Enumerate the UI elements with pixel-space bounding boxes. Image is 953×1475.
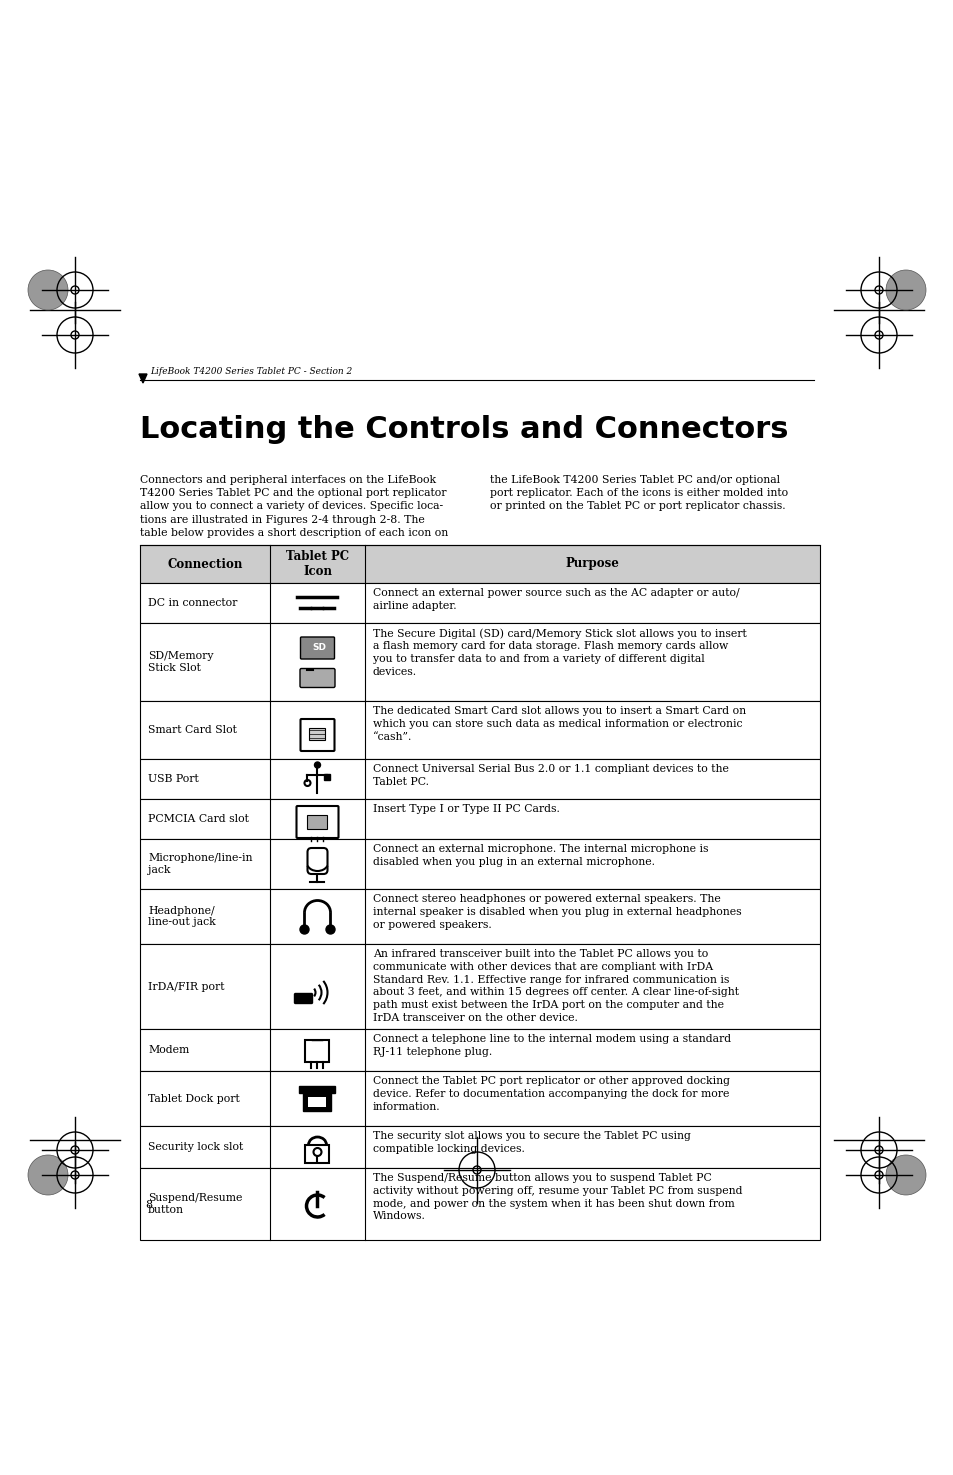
Text: The dedicated Smart Card slot allows you to insert a Smart Card on
which you can: The dedicated Smart Card slot allows you… — [373, 707, 745, 742]
Text: IrDA/FIR port: IrDA/FIR port — [148, 981, 224, 991]
Text: Connect a telephone line to the internal modem using a standard
RJ-11 telephone : Connect a telephone line to the internal… — [373, 1034, 730, 1056]
Bar — [303, 1093, 331, 1111]
Text: SD/Memory
Stick Slot: SD/Memory Stick Slot — [148, 650, 213, 673]
Text: PCMCIA Card slot: PCMCIA Card slot — [148, 814, 249, 825]
Bar — [140, 889, 820, 944]
Bar — [324, 774, 330, 780]
Circle shape — [28, 1155, 68, 1195]
Bar — [140, 839, 820, 889]
Bar — [140, 944, 820, 1030]
FancyBboxPatch shape — [294, 994, 313, 1003]
Text: Connectors and peripheral interfaces on the LifeBook
T4200 Series Tablet PC and : Connectors and peripheral interfaces on … — [140, 475, 448, 538]
Text: Connect stereo headphones or powered external speakers. The
internal speaker is : Connect stereo headphones or powered ext… — [373, 894, 740, 929]
Bar — [308, 1096, 326, 1106]
Bar — [140, 1125, 820, 1168]
Text: An infrared transceiver built into the Tablet PC allows you to
communicate with : An infrared transceiver built into the T… — [373, 948, 739, 1024]
Text: Connect the Tablet PC port replicator or other approved docking
device. Refer to: Connect the Tablet PC port replicator or… — [373, 1075, 729, 1112]
Circle shape — [326, 925, 335, 934]
Text: DC in connector: DC in connector — [148, 597, 237, 608]
Bar — [140, 799, 820, 839]
Text: Tablet PC
Icon: Tablet PC Icon — [286, 550, 349, 578]
Bar — [307, 816, 327, 829]
Circle shape — [28, 270, 68, 310]
Text: Connection: Connection — [167, 558, 242, 571]
Bar — [140, 622, 820, 701]
Circle shape — [299, 925, 309, 934]
Text: Tablet Dock port: Tablet Dock port — [148, 1093, 239, 1103]
Text: Connect an external microphone. The internal microphone is
disabled when you plu: Connect an external microphone. The inte… — [373, 844, 708, 867]
Text: Purpose: Purpose — [565, 558, 618, 571]
Text: Connect Universal Serial Bus 2.0 or 1.1 compliant devices to the
Tablet PC.: Connect Universal Serial Bus 2.0 or 1.1 … — [373, 764, 728, 786]
Polygon shape — [139, 375, 147, 384]
FancyBboxPatch shape — [307, 848, 327, 875]
Bar — [140, 544, 820, 583]
Text: The security slot allows you to secure the Tablet PC using
compatible locking de: The security slot allows you to secure t… — [373, 1131, 690, 1153]
Bar — [140, 1071, 820, 1125]
Bar — [299, 1086, 335, 1093]
Bar — [140, 760, 820, 799]
FancyBboxPatch shape — [300, 637, 335, 659]
Bar — [140, 1030, 820, 1071]
Text: USB Port: USB Port — [148, 774, 198, 785]
Text: the LifeBook T4200 Series Tablet PC and/or optional
port replicator. Each of the: the LifeBook T4200 Series Tablet PC and/… — [490, 475, 787, 512]
Text: Insert Type I or Type II PC Cards.: Insert Type I or Type II PC Cards. — [373, 804, 559, 814]
Text: Connect an external power source such as the AC adapter or auto/
airline adapter: Connect an external power source such as… — [373, 589, 739, 611]
Text: 8: 8 — [145, 1201, 152, 1209]
Bar — [140, 701, 820, 760]
Text: Suspend/Resume
button: Suspend/Resume button — [148, 1193, 242, 1215]
FancyBboxPatch shape — [305, 1040, 329, 1062]
FancyBboxPatch shape — [296, 805, 338, 838]
Text: The Suspend/Resume button allows you to suspend Tablet PC
activity without power: The Suspend/Resume button allows you to … — [373, 1173, 741, 1221]
FancyBboxPatch shape — [299, 668, 335, 687]
Text: Security lock slot: Security lock slot — [148, 1142, 243, 1152]
Text: SD: SD — [313, 643, 326, 652]
Bar — [140, 1168, 820, 1240]
Text: Modem: Modem — [148, 1044, 189, 1055]
Text: LifeBook T4200 Series Tablet PC - Section 2: LifeBook T4200 Series Tablet PC - Sectio… — [150, 367, 352, 376]
Bar — [140, 583, 820, 622]
Bar — [305, 1145, 329, 1162]
Circle shape — [885, 1155, 925, 1195]
FancyBboxPatch shape — [300, 718, 335, 751]
Text: Locating the Controls and Connectors: Locating the Controls and Connectors — [140, 414, 788, 444]
Text: Smart Card Slot: Smart Card Slot — [148, 726, 236, 735]
Circle shape — [885, 270, 925, 310]
Text: Microphone/line-in
jack: Microphone/line-in jack — [148, 853, 253, 875]
Circle shape — [314, 763, 320, 768]
Text: The Secure Digital (SD) card/Memory Stick slot allows you to insert
a flash memo: The Secure Digital (SD) card/Memory Stic… — [373, 628, 746, 677]
Text: Headphone/
line-out jack: Headphone/ line-out jack — [148, 906, 215, 928]
Bar — [309, 729, 325, 740]
